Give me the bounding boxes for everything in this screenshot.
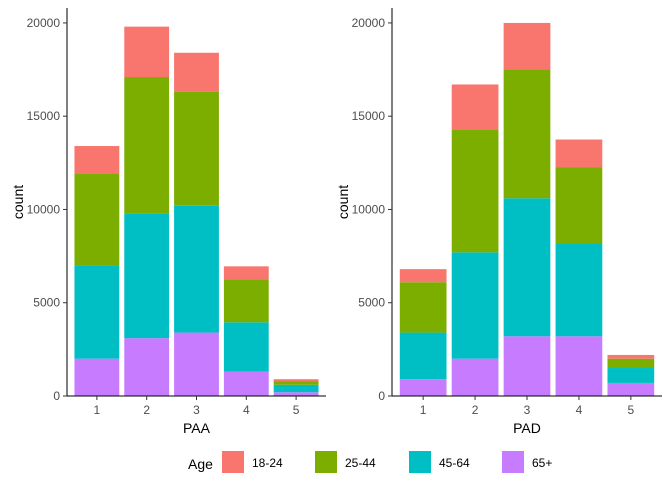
legend-label: 25-44 [345, 456, 376, 470]
bar-paa-3-18-24 [174, 52, 219, 92]
y-axis-title: count [335, 185, 351, 219]
x-tick-label: 1 [94, 403, 101, 417]
bar-paa-2-65+ [124, 338, 170, 396]
x-tick-label: 2 [472, 403, 479, 417]
legend-label: 65+ [532, 456, 552, 470]
bar-paa-1-18-24 [74, 146, 120, 175]
y-tick-label: 5000 [358, 296, 385, 310]
x-tick-label: 5 [293, 403, 300, 417]
bar-paa-2-45-64 [124, 213, 170, 339]
bar-pad-2-65+ [451, 358, 499, 396]
bar-paa-5-65+ [273, 392, 319, 396]
bar-pad-5-45-64 [607, 368, 655, 383]
y-tick-label: 0 [53, 389, 60, 403]
legend-key-45-64 [409, 451, 431, 473]
legend: Age 18-24 25-44 45-64 65+ [188, 451, 552, 473]
bar-paa-2-18-24 [124, 26, 170, 78]
y-tick-label: 10000 [27, 202, 61, 216]
y-tick-label: 0 [378, 389, 385, 403]
bar-pad-5-65+ [607, 382, 655, 396]
bar-paa-5-45-64 [273, 384, 319, 393]
x-axis-title: PAA [183, 420, 211, 436]
bar-paa-1-45-64 [74, 265, 120, 359]
bar-pad-4-45-64 [555, 243, 603, 337]
y-tick-label: 5000 [33, 296, 60, 310]
bar-pad-4-18-24 [555, 139, 603, 168]
x-axis-title: PAD [513, 420, 541, 436]
bar-pad-1-25-44 [399, 282, 447, 333]
legend-label: 18-24 [252, 456, 283, 470]
y-tick-label: 20000 [352, 16, 386, 30]
bar-pad-5-25-44 [607, 358, 655, 369]
y-tick-label: 15000 [352, 109, 386, 123]
x-tick-label: 2 [143, 403, 150, 417]
bar-pad-5-18-24 [607, 354, 655, 359]
bar-pad-4-25-44 [555, 167, 603, 244]
bar-paa-5-25-44 [273, 381, 319, 385]
x-tick-label: 4 [243, 403, 250, 417]
bar-pad-2-18-24 [451, 84, 499, 130]
bar-pad-3-45-64 [503, 198, 551, 337]
bar-pad-3-65+ [503, 336, 551, 396]
legend-label: 45-64 [439, 456, 470, 470]
bar-pad-2-25-44 [451, 129, 499, 253]
bar-paa-4-45-64 [223, 322, 269, 372]
legend-key-25-44 [315, 451, 337, 473]
bar-pad-4-65+ [555, 336, 603, 396]
bar-pad-1-65+ [399, 379, 447, 396]
bar-paa-4-65+ [223, 371, 269, 396]
legend-key-18-24 [222, 451, 244, 473]
bar-paa-3-45-64 [174, 205, 219, 333]
x-tick-label: 1 [420, 403, 427, 417]
legend-title: Age [188, 456, 213, 472]
x-tick-label: 5 [628, 403, 635, 417]
bar-pad-3-18-24 [503, 22, 551, 70]
bar-paa-4-18-24 [223, 266, 269, 280]
x-tick-label: 4 [576, 403, 583, 417]
chart-panel-2: 0 5000 10000 15000 20000 1 2 3 4 5 PAD count [335, 8, 662, 436]
bar-paa-4-25-44 [223, 279, 269, 323]
bar-paa-5-18-24 [273, 379, 319, 382]
bar-pad-1-45-64 [399, 332, 447, 380]
y-tick-label: 15000 [27, 109, 61, 123]
y-axis-title: count [10, 185, 26, 219]
bar-paa-3-65+ [174, 332, 219, 396]
bar-paa-2-25-44 [124, 77, 170, 214]
chart-panel-1: 0 5000 10000 15000 20000 1 2 3 4 5 PAA count [10, 8, 326, 436]
x-tick-label: 3 [193, 403, 200, 417]
bar-pad-1-18-24 [399, 269, 447, 283]
bar-paa-1-65+ [74, 358, 120, 396]
legend-key-65+ [502, 451, 524, 473]
x-tick-label: 3 [524, 403, 531, 417]
bar-paa-3-25-44 [174, 91, 219, 206]
y-tick-label: 20000 [27, 16, 61, 30]
bar-pad-2-45-64 [451, 252, 499, 359]
bar-paa-1-25-44 [74, 174, 120, 266]
y-tick-label: 10000 [352, 202, 386, 216]
bar-pad-3-25-44 [503, 69, 551, 199]
